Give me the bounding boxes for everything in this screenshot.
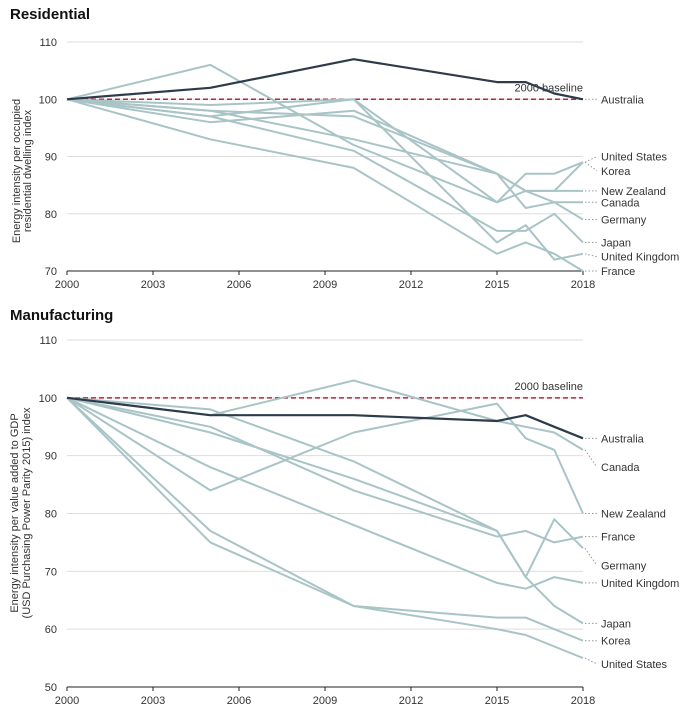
residential-series-australia-line xyxy=(66,58,584,101)
residential-series-label-germany: Germany xyxy=(601,214,647,226)
manufacturing-x-tick-label: 2012 xyxy=(399,695,423,707)
manufacturing-x-tick-label: 2009 xyxy=(313,695,337,707)
manufacturing-y-tick-label: 80 xyxy=(45,509,57,521)
residential-x-tick-label: 2003 xyxy=(141,279,165,291)
residential-leader-united-kingdom xyxy=(584,253,598,258)
manufacturing-leader-canada xyxy=(584,449,598,468)
residential-x-tick-label: 2000 xyxy=(55,279,79,291)
manufacturing-series-new-zealand-line xyxy=(66,396,584,514)
manufacturing-leader-united-states xyxy=(584,657,598,665)
residential-series-label-new-zealand: New Zealand xyxy=(601,186,666,198)
residential-y-tick-label: 70 xyxy=(45,266,57,278)
residential-series-label-canada: Canada xyxy=(601,197,640,209)
manufacturing-x-tick-label: 2018 xyxy=(571,695,595,707)
residential-x-tick-label: 2012 xyxy=(399,279,423,291)
manufacturing-y-tick-label: 60 xyxy=(45,624,57,636)
residential-x-tick-label: 2018 xyxy=(571,279,595,291)
residential-series-label-united-states: United States xyxy=(601,152,668,164)
residential-series-japan-line xyxy=(66,98,584,244)
manufacturing-x-tick-label: 2000 xyxy=(55,695,79,707)
manufacturing-series-united-kingdom-line xyxy=(66,396,584,590)
manufacturing-series-japan-line xyxy=(66,396,584,625)
residential-y-tick-label: 80 xyxy=(45,209,57,221)
manufacturing-y-tick-label: 90 xyxy=(45,451,57,463)
residential-chart-title: Residential xyxy=(10,6,91,23)
residential-leader-korea xyxy=(584,161,598,172)
residential-series-label-australia: Australia xyxy=(601,94,645,106)
manufacturing-series-australia-line xyxy=(66,396,584,440)
residential-x-tick-label: 2006 xyxy=(227,279,251,291)
manufacturing-y-tick-label: 50 xyxy=(45,682,57,694)
manufacturing-leader-germany xyxy=(584,547,598,566)
manufacturing-series-label-united-states: United States xyxy=(601,659,668,671)
manufacturing-baseline-label: 2000 baseline xyxy=(514,381,583,393)
residential-y-axis-title: Energy intensity per occupied xyxy=(11,99,23,243)
residential-y-tick-label: 100 xyxy=(39,94,57,106)
manufacturing-series-label-japan: Japan xyxy=(601,618,631,630)
residential-leader-united-states xyxy=(584,156,598,163)
manufacturing-series-label-canada: Canada xyxy=(601,462,640,474)
manufacturing-y-tick-label: 110 xyxy=(39,335,57,347)
residential-series-label-united-kingdom: United Kingdom xyxy=(601,252,679,264)
residential-y-tick-label: 110 xyxy=(39,37,57,49)
residential-y-axis-title: residential dwelling index xyxy=(22,109,34,232)
residential-series-united-kingdom-line xyxy=(66,98,584,261)
manufacturing-chart-title: Manufacturing xyxy=(10,307,114,324)
manufacturing-series-united-states-line xyxy=(66,397,584,660)
manufacturing-y-axis-title: Energy intensity per value added to GDP xyxy=(9,413,21,612)
manufacturing-x-tick-label: 2003 xyxy=(141,695,165,707)
residential-y-tick-label: 90 xyxy=(45,152,57,164)
residential-series-label-korea: Korea xyxy=(601,166,631,178)
manufacturing-series-label-germany: Germany xyxy=(601,561,647,573)
manufacturing-x-tick-label: 2006 xyxy=(227,695,251,707)
manufacturing-series-germany-line xyxy=(66,396,584,579)
residential-series-germany-line xyxy=(66,98,584,221)
manufacturing-series-label-united-kingdom: United Kingdom xyxy=(601,578,679,590)
residential-series-france-line xyxy=(66,98,584,272)
manufacturing-series-korea-line xyxy=(66,397,584,642)
manufacturing-y-tick-label: 100 xyxy=(39,393,57,405)
residential-series-label-japan: Japan xyxy=(601,237,631,249)
manufacturing-series-label-new-zealand: New Zealand xyxy=(601,509,666,521)
manufacturing-series-label-france: France xyxy=(601,532,635,544)
manufacturing-y-axis-title: (USD Purchasing Power Parity 2015) index xyxy=(21,407,33,618)
manufacturing-series-label-australia: Australia xyxy=(601,433,645,445)
manufacturing-y-tick-label: 70 xyxy=(45,566,57,578)
manufacturing-x-tick-label: 2015 xyxy=(485,695,509,707)
residential-x-tick-label: 2015 xyxy=(485,279,509,291)
manufacturing-series-label-korea: Korea xyxy=(601,636,631,648)
residential-x-tick-label: 2009 xyxy=(313,279,337,291)
manufacturing-series-france-line xyxy=(66,396,584,544)
residential-series-label-france: France xyxy=(601,266,635,278)
